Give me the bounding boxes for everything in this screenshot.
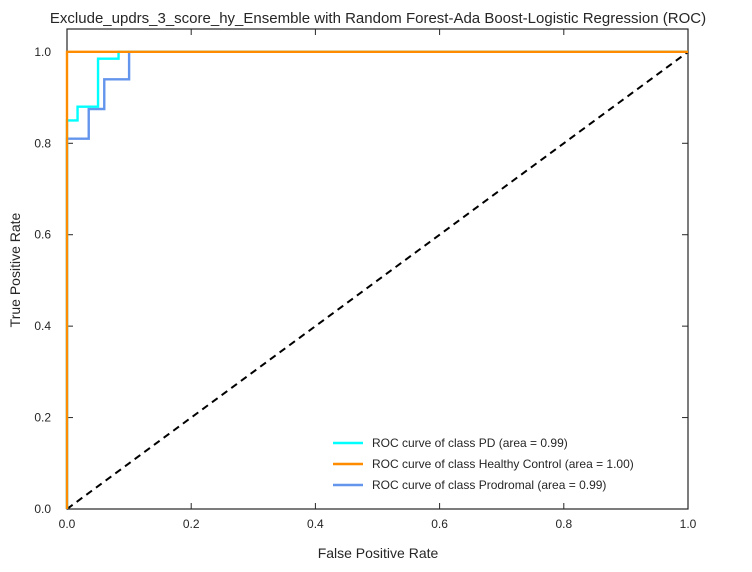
x-tick-label: 0.2: [183, 517, 200, 531]
x-tick-label: 1.0: [680, 517, 697, 531]
x-tick-label: 0.8: [555, 517, 572, 531]
chart-title: Exclude_updrs_3_score_hy_Ensemble with R…: [50, 10, 706, 27]
y-tick-label: 0.8: [34, 136, 51, 150]
x-axis-label: False Positive Rate: [318, 545, 439, 561]
legend-entry-2: ROC curve of class Prodromal (area = 0.9…: [372, 478, 606, 492]
x-tick-label: 0.6: [431, 517, 448, 531]
y-tick-label: 0.4: [34, 319, 51, 333]
legend-entry-0: ROC curve of class PD (area = 0.99): [372, 436, 568, 450]
roc-series-line-0: [65, 50, 688, 509]
x-tick-label: 0.4: [307, 517, 324, 531]
x-tick-label: 0.0: [59, 517, 76, 531]
legend-entry-1: ROC curve of class Healthy Control (area…: [372, 457, 634, 471]
y-tick-label: 0.0: [34, 502, 51, 516]
y-tick-label: 0.6: [34, 228, 51, 242]
y-axis-label: True Positive Rate: [7, 212, 23, 327]
y-tick-label: 1.0: [34, 45, 51, 59]
y-tick-label: 0.2: [34, 411, 51, 425]
roc-series-line-2: [65, 50, 688, 509]
reference-diagonal-line: [66, 51, 689, 510]
roc-series-line-1: [65, 50, 688, 509]
